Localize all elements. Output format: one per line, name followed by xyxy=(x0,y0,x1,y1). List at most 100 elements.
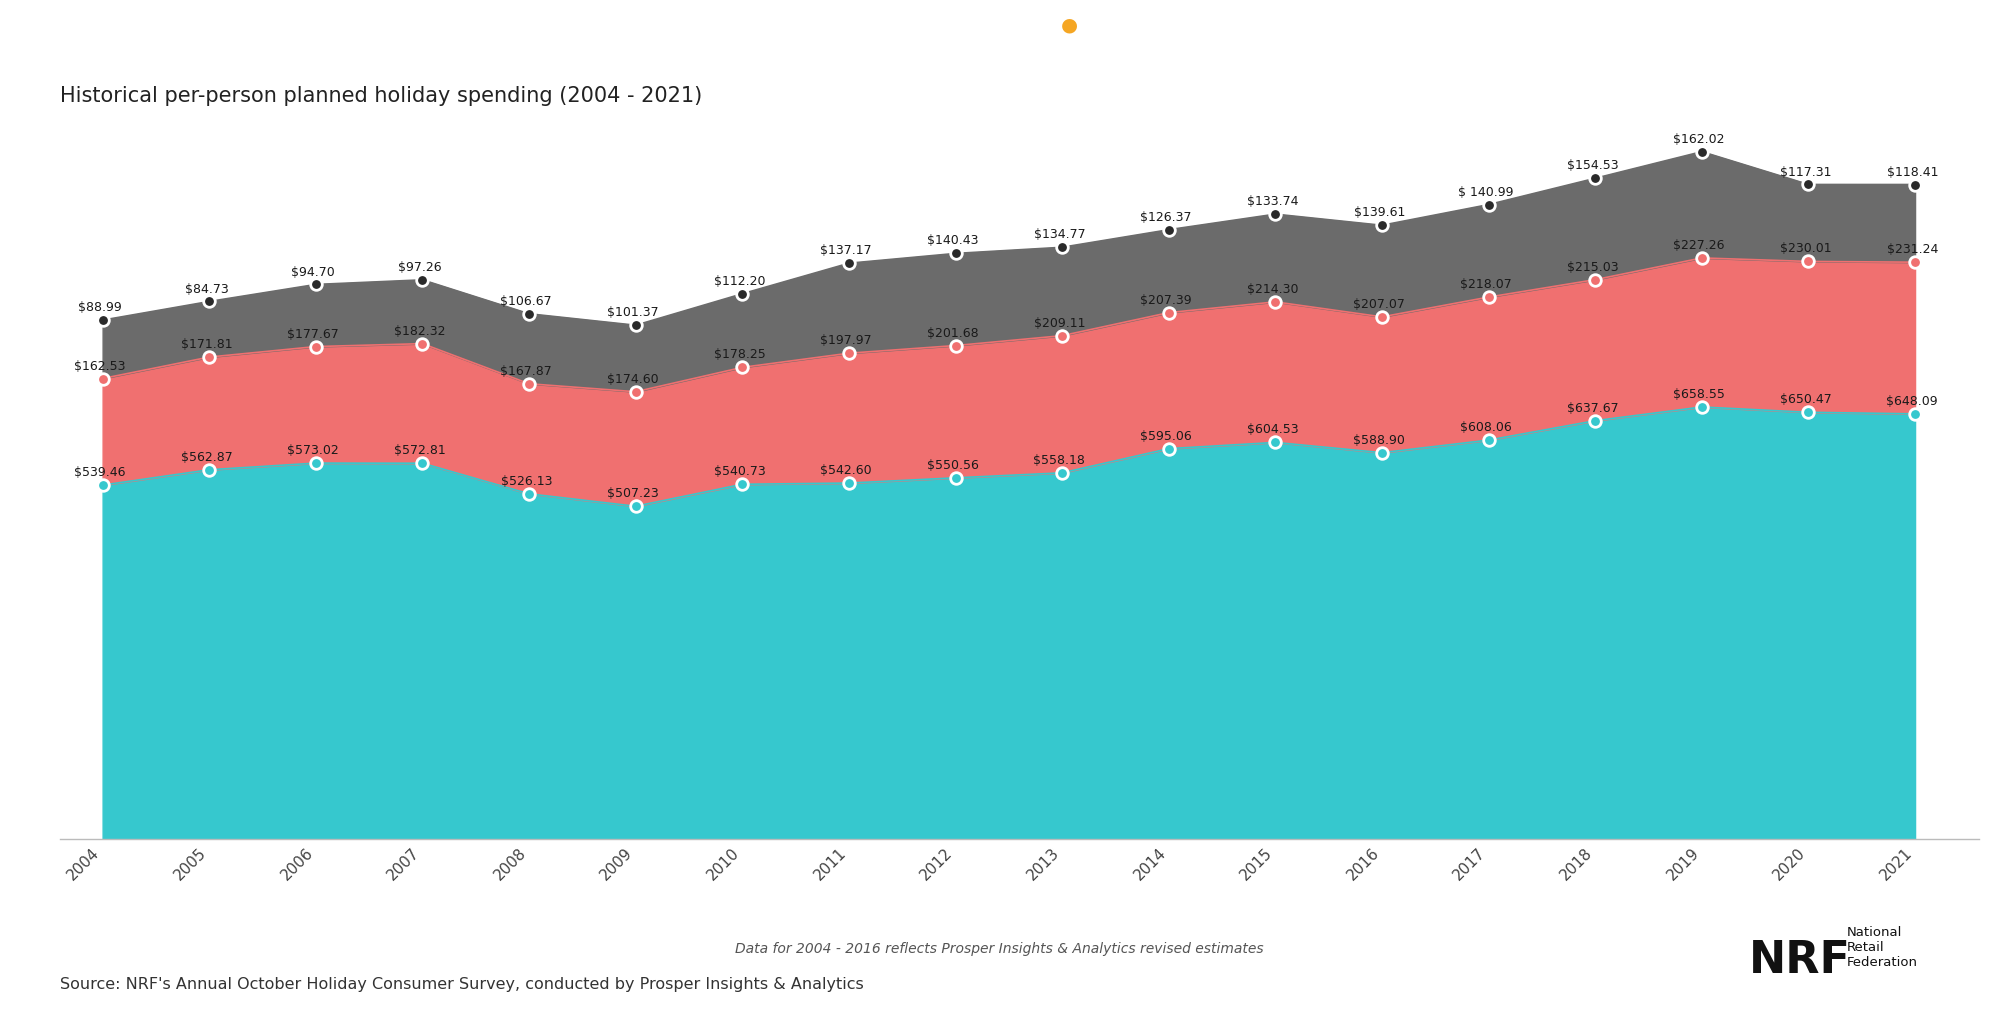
Point xyxy=(1792,177,1824,193)
Point xyxy=(939,470,971,486)
Point xyxy=(194,294,226,310)
Point xyxy=(725,286,757,302)
Point xyxy=(619,498,651,515)
Text: $162.02: $162.02 xyxy=(1672,132,1724,146)
Point xyxy=(86,312,118,329)
Point xyxy=(1684,399,1716,416)
Text: $118.41: $118.41 xyxy=(1886,166,1936,178)
Text: $126.37: $126.37 xyxy=(1139,210,1191,223)
Text: Historical per-person planned holiday spending (2004 - 2021): Historical per-person planned holiday sp… xyxy=(60,86,701,106)
Text: $227.26: $227.26 xyxy=(1672,239,1724,252)
Point xyxy=(1684,145,1716,161)
Point xyxy=(1365,445,1397,461)
Text: National
Retail
Federation: National Retail Federation xyxy=(1846,926,1918,969)
Point xyxy=(406,337,438,353)
Text: Data for 2004 - 2016 reflects Prosper Insights & Analytics revised estimates: Data for 2004 - 2016 reflects Prosper In… xyxy=(735,941,1263,955)
Point xyxy=(1792,404,1824,421)
Point xyxy=(1898,255,1930,271)
Text: $134.77: $134.77 xyxy=(1033,228,1085,241)
Point xyxy=(194,462,226,478)
Text: $106.67: $106.67 xyxy=(500,294,551,307)
Point xyxy=(1578,272,1610,288)
Text: $572.81: $572.81 xyxy=(394,444,446,457)
Point xyxy=(1898,177,1930,193)
Point xyxy=(1898,406,1930,423)
Text: $167.87: $167.87 xyxy=(500,364,551,377)
Text: $207.07: $207.07 xyxy=(1353,297,1405,310)
Text: $88.99: $88.99 xyxy=(78,301,122,313)
Text: $112.20: $112.20 xyxy=(713,275,765,287)
Text: $588.90: $588.90 xyxy=(1353,434,1405,446)
Point xyxy=(1578,413,1610,430)
Point xyxy=(513,486,545,502)
Text: $97.26: $97.26 xyxy=(398,261,442,274)
Text: $214.30: $214.30 xyxy=(1247,283,1297,295)
Text: $140.43: $140.43 xyxy=(927,235,977,248)
Text: $218.07: $218.07 xyxy=(1459,278,1510,291)
Text: $174.60: $174.60 xyxy=(607,372,659,385)
Point xyxy=(833,346,865,362)
Point xyxy=(300,339,332,355)
Point xyxy=(1473,433,1504,449)
Point xyxy=(1259,207,1291,223)
Text: $230.01: $230.01 xyxy=(1778,243,1830,255)
Point xyxy=(1365,218,1397,235)
Text: $207.39: $207.39 xyxy=(1139,293,1191,306)
Point xyxy=(1792,254,1824,270)
Text: $94.70: $94.70 xyxy=(292,265,336,278)
Text: $197.97: $197.97 xyxy=(819,334,871,347)
Text: $215.03: $215.03 xyxy=(1566,261,1618,273)
Point xyxy=(1259,435,1291,451)
Text: $133.74: $133.74 xyxy=(1247,195,1297,208)
Text: $101.37: $101.37 xyxy=(607,306,659,319)
Text: $117.31: $117.31 xyxy=(1778,166,1830,178)
Point xyxy=(1045,240,1077,256)
Point xyxy=(1045,465,1077,481)
Point xyxy=(1473,197,1504,213)
Point xyxy=(300,277,332,293)
Point xyxy=(725,360,757,376)
Text: $539.46: $539.46 xyxy=(74,466,126,478)
Point xyxy=(1473,290,1504,306)
Text: NRF: NRF xyxy=(1748,938,1850,981)
Point xyxy=(513,306,545,323)
Point xyxy=(406,456,438,472)
Text: $ 140.99: $ 140.99 xyxy=(1457,185,1512,198)
Text: $84.73: $84.73 xyxy=(184,282,228,295)
Text: ●: ● xyxy=(1061,15,1077,34)
Point xyxy=(1365,309,1397,326)
Point xyxy=(513,376,545,392)
Text: $562.87: $562.87 xyxy=(180,450,232,463)
Point xyxy=(1045,329,1077,345)
Text: $558.18: $558.18 xyxy=(1033,454,1085,466)
Text: $507.23: $507.23 xyxy=(607,487,659,499)
Text: $550.56: $550.56 xyxy=(927,458,979,471)
Point xyxy=(86,371,118,387)
Text: $595.06: $595.06 xyxy=(1139,430,1191,442)
Point xyxy=(1684,251,1716,267)
Text: $162.53: $162.53 xyxy=(74,359,126,372)
Text: $542.60: $542.60 xyxy=(819,464,871,476)
Point xyxy=(619,384,651,400)
Text: $209.11: $209.11 xyxy=(1033,316,1085,330)
Point xyxy=(833,475,865,491)
Text: $637.67: $637.67 xyxy=(1566,401,1618,415)
Point xyxy=(86,477,118,493)
Text: $604.53: $604.53 xyxy=(1247,423,1299,436)
Text: Source: NRF's Annual October Holiday Consumer Survey, conducted by Prosper Insig: Source: NRF's Annual October Holiday Con… xyxy=(60,976,863,991)
Point xyxy=(1153,305,1185,321)
Text: $573.02: $573.02 xyxy=(288,444,340,457)
Point xyxy=(619,317,651,334)
Text: $526.13: $526.13 xyxy=(500,474,551,487)
Text: $182.32: $182.32 xyxy=(394,325,446,338)
Point xyxy=(406,273,438,289)
Point xyxy=(1259,294,1291,310)
Text: $137.17: $137.17 xyxy=(819,244,871,257)
Text: $201.68: $201.68 xyxy=(927,327,979,340)
Text: $608.06: $608.06 xyxy=(1459,421,1510,434)
Text: $231.24: $231.24 xyxy=(1886,243,1936,256)
Text: $540.73: $540.73 xyxy=(713,465,765,478)
Text: $648.09: $648.09 xyxy=(1886,394,1938,407)
Point xyxy=(1153,222,1185,239)
Text: $171.81: $171.81 xyxy=(180,338,232,351)
